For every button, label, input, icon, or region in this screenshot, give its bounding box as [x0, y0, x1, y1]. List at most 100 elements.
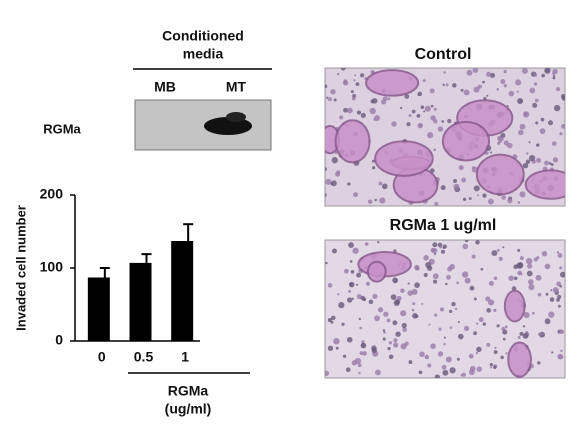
cell — [404, 94, 410, 99]
cell — [419, 351, 425, 358]
cell — [429, 88, 435, 94]
cell — [383, 311, 389, 317]
cell — [490, 366, 493, 369]
cell — [361, 340, 365, 344]
cell — [507, 142, 513, 149]
cell — [382, 337, 386, 341]
cell — [552, 287, 559, 294]
blot-header: media — [183, 46, 224, 62]
cell — [557, 294, 562, 300]
cell — [557, 304, 561, 308]
cell — [352, 247, 359, 254]
cell — [521, 68, 528, 74]
colony — [366, 260, 387, 283]
cell — [447, 118, 452, 124]
cell — [360, 295, 365, 301]
cell — [331, 248, 337, 254]
cell — [400, 288, 405, 294]
cell — [400, 343, 407, 350]
cell — [432, 273, 439, 280]
cell — [411, 109, 416, 114]
cell — [395, 331, 401, 337]
cell — [446, 274, 451, 280]
cell — [356, 283, 359, 286]
cell — [532, 311, 535, 315]
cell — [476, 346, 482, 353]
cell — [330, 89, 336, 95]
cell — [442, 83, 445, 86]
cell — [559, 266, 563, 270]
cell — [537, 292, 542, 297]
cell — [345, 367, 351, 373]
cell — [364, 242, 369, 246]
cell — [445, 83, 449, 87]
y-axis-label: Invaded cell number — [13, 205, 28, 331]
cell — [505, 352, 508, 355]
cell — [343, 79, 348, 84]
lane-label: MB — [154, 79, 176, 95]
cell — [458, 165, 464, 171]
cell — [518, 129, 524, 136]
y-tick-label: 0 — [55, 332, 63, 348]
cell — [461, 372, 466, 377]
cell — [466, 69, 473, 76]
cell — [427, 132, 434, 139]
colony — [365, 69, 420, 97]
cell — [457, 320, 460, 324]
cell — [400, 310, 407, 317]
blot-row-label: RGMa — [43, 121, 81, 136]
cell — [454, 307, 458, 311]
cell — [434, 313, 438, 317]
cell — [325, 167, 327, 171]
cell — [504, 325, 508, 329]
cell — [417, 93, 420, 97]
cell — [445, 356, 452, 363]
cell — [341, 322, 345, 326]
cell — [544, 160, 549, 166]
cell — [330, 180, 337, 187]
blot-band — [226, 112, 246, 122]
cell — [485, 296, 491, 302]
cell — [548, 311, 555, 318]
cell — [476, 194, 479, 197]
cell — [348, 281, 355, 288]
cell — [412, 302, 416, 306]
cell — [561, 356, 564, 359]
cell — [533, 257, 538, 262]
colony — [524, 169, 565, 200]
cell — [519, 256, 524, 261]
bar — [171, 240, 194, 341]
cell — [357, 363, 362, 368]
x-tick-label: 0 — [98, 349, 106, 365]
cell — [355, 82, 360, 87]
colony — [374, 140, 434, 177]
cell — [430, 104, 434, 108]
cell — [327, 97, 332, 102]
cell — [528, 279, 534, 285]
bar — [87, 277, 110, 341]
cell — [426, 265, 433, 271]
cell — [548, 162, 552, 165]
cell — [360, 73, 365, 78]
cell — [441, 364, 447, 370]
cell — [497, 141, 501, 145]
micrograph-texture — [325, 68, 565, 206]
cell — [476, 366, 482, 372]
cell — [407, 282, 410, 285]
cell — [432, 242, 438, 248]
cell — [433, 148, 437, 152]
cell — [369, 107, 376, 115]
cell — [560, 349, 563, 353]
cell — [557, 253, 563, 258]
cell — [545, 292, 549, 296]
cell — [440, 249, 446, 254]
cell — [377, 241, 380, 244]
cell — [414, 264, 420, 270]
cell — [402, 327, 407, 333]
cell — [325, 370, 330, 377]
cell — [354, 74, 357, 77]
micrograph-texture — [325, 240, 565, 378]
cell — [536, 143, 539, 147]
cell — [552, 157, 559, 163]
